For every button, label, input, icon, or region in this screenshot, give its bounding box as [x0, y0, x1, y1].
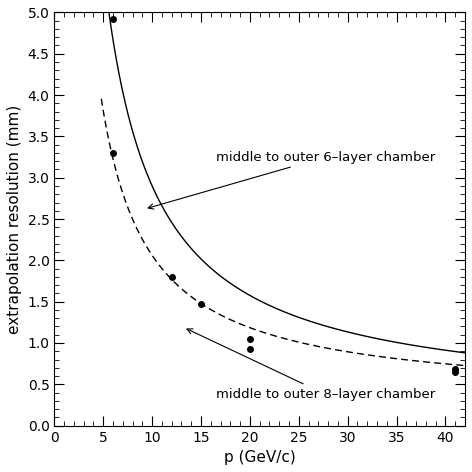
Text: middle to outer 8–layer chamber: middle to outer 8–layer chamber	[187, 329, 435, 401]
Text: middle to outer 6–layer chamber: middle to outer 6–layer chamber	[148, 151, 435, 209]
Y-axis label: extrapolation resolution (mm): extrapolation resolution (mm)	[7, 104, 22, 334]
X-axis label: p (GeV/c): p (GeV/c)	[224, 450, 295, 465]
